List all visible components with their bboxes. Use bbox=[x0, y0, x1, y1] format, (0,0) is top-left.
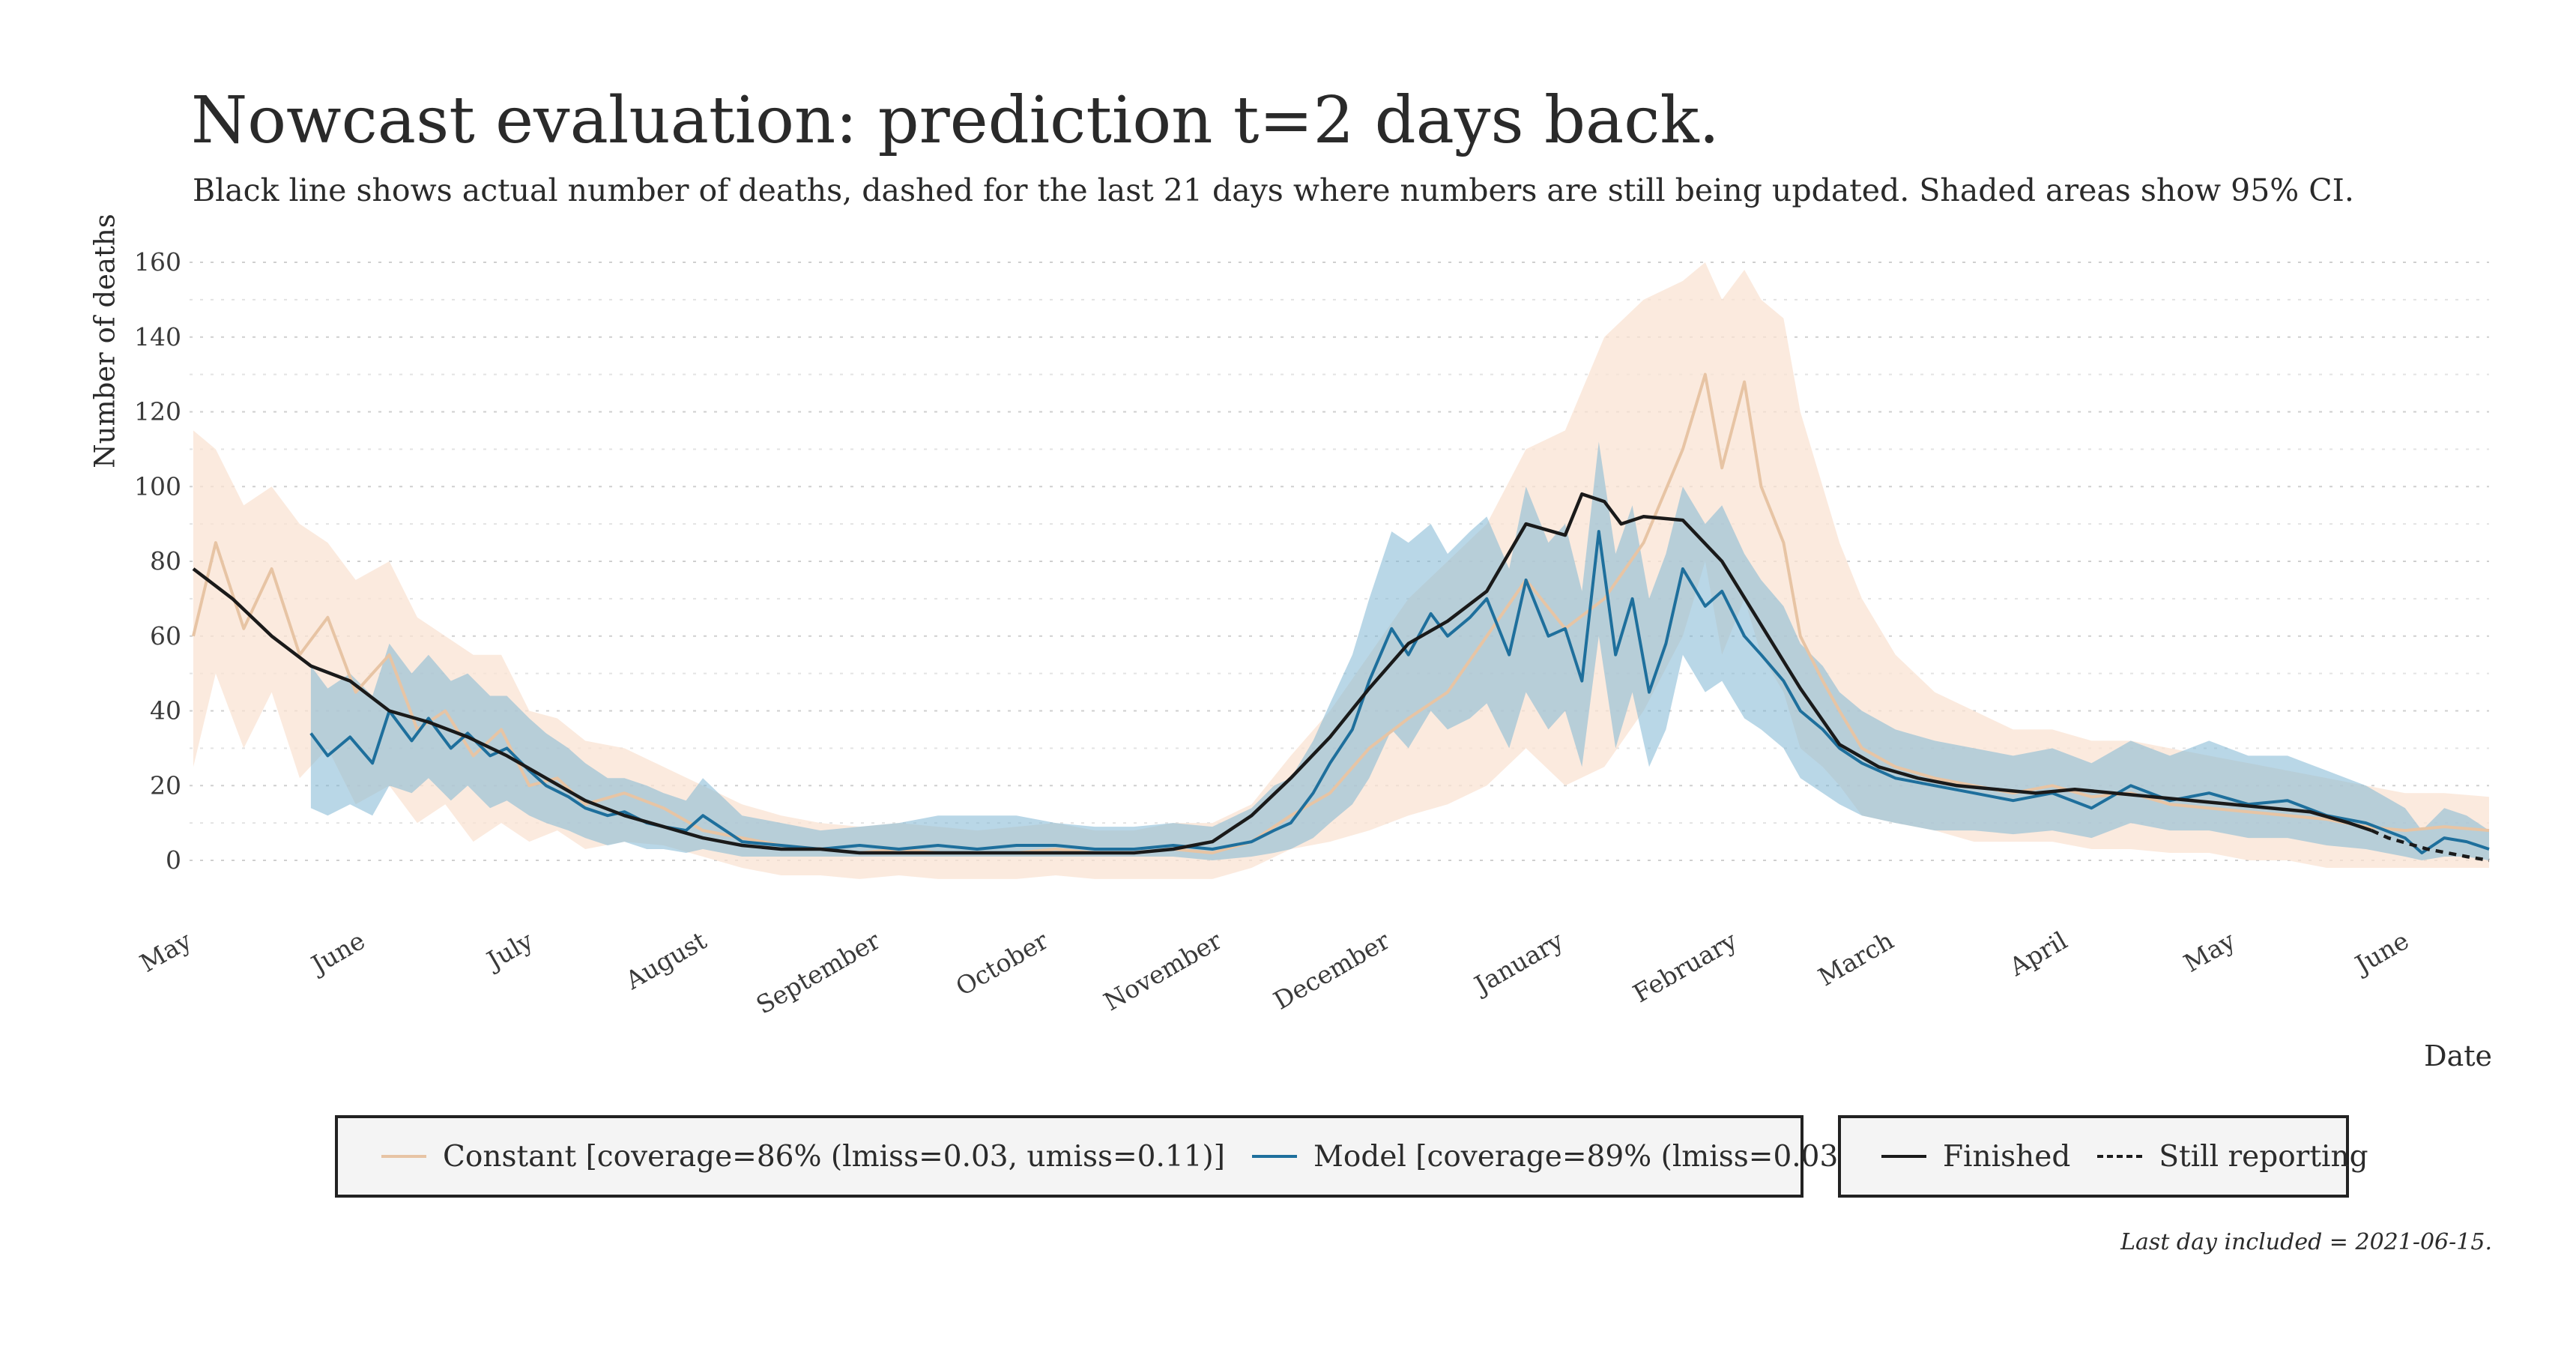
x-tick-label: May bbox=[2179, 926, 2240, 978]
y-tick-label: 100 bbox=[134, 471, 181, 501]
x-tick-label: May bbox=[135, 926, 196, 978]
y-tick-label: 160 bbox=[134, 247, 181, 277]
y-tick-label: 0 bbox=[166, 845, 181, 875]
constant-line bbox=[192, 372, 2490, 854]
legend-prediction-methods: Constant [coverage=86% (lmiss=0.03, umis… bbox=[335, 1115, 2055, 1198]
series-lines bbox=[192, 372, 2490, 863]
legend-reporting-status: Finished Still reporting bbox=[1838, 1115, 2368, 1198]
chart-title: Nowcast evaluation: prediction t=2 days … bbox=[191, 83, 1720, 158]
x-tick-label: June bbox=[2348, 926, 2413, 980]
legend-label-constant: Constant [coverage=86% (lmiss=0.03, umis… bbox=[443, 1139, 1225, 1174]
x-axis-label: Date bbox=[2424, 1039, 2492, 1072]
y-tick-label: 120 bbox=[134, 397, 181, 426]
still-reporting-line bbox=[2371, 829, 2490, 863]
y-tick-label: 20 bbox=[150, 770, 181, 800]
x-tick-label: April bbox=[2004, 926, 2072, 982]
legend-swatch-finished bbox=[1881, 1155, 1926, 1158]
x-tick-label: November bbox=[1098, 926, 1227, 1016]
x-tick-label: August bbox=[620, 926, 711, 995]
model-line bbox=[309, 530, 2490, 854]
legend-label-finished: Finished bbox=[1943, 1139, 2071, 1174]
x-tick-label: February bbox=[1628, 926, 1742, 1008]
y-tick-label: 60 bbox=[150, 621, 181, 651]
x-tick-labels: May June July August September October Novembe… bbox=[135, 926, 2413, 1020]
x-tick-label: December bbox=[1269, 926, 1394, 1015]
x-tick-label: March bbox=[1813, 926, 1899, 992]
x-tick-label: January bbox=[1468, 926, 1569, 1001]
constant-ci-band bbox=[193, 262, 2489, 879]
legend-swatch-model bbox=[1251, 1155, 1297, 1158]
x-tick-label: September bbox=[752, 926, 886, 1020]
x-tick-label: October bbox=[951, 926, 1053, 1001]
x-tick-label: June bbox=[304, 926, 369, 980]
legend-swatch-still-reporting bbox=[2097, 1155, 2143, 1158]
y-tick-labels: 0 20 40 60 80 100 120 140 160 bbox=[134, 247, 181, 875]
y-tick-label: 40 bbox=[150, 696, 181, 725]
chart-caption: Last day included = 2021-06-15. bbox=[2120, 1229, 2492, 1255]
x-tick-label: July bbox=[480, 926, 539, 976]
legend-item-finished: Finished bbox=[1881, 1140, 2070, 1174]
legend-item-still-reporting: Still reporting bbox=[2097, 1140, 2368, 1174]
y-tick-label: 80 bbox=[150, 546, 181, 576]
legend-swatch-constant bbox=[381, 1155, 426, 1158]
finished-line bbox=[192, 492, 2372, 855]
chart-subtitle: Black line shows actual number of deaths… bbox=[193, 172, 2354, 208]
y-tick-label: 140 bbox=[134, 322, 181, 351]
legend-item-constant: Constant [coverage=86% (lmiss=0.03, umis… bbox=[381, 1140, 1225, 1174]
legend-label-still-reporting: Still reporting bbox=[2159, 1139, 2368, 1174]
ci-bands bbox=[193, 262, 2490, 879]
